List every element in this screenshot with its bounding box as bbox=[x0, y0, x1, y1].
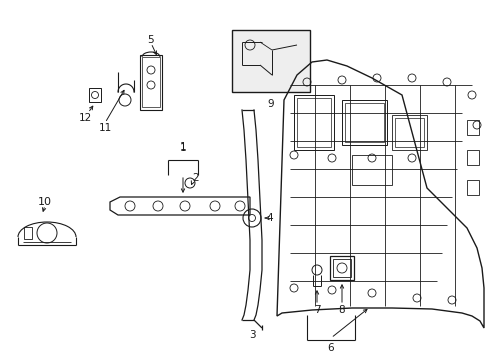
Text: 1: 1 bbox=[179, 142, 186, 152]
Bar bbox=[140, 55, 162, 110]
Bar bbox=[466, 120, 478, 135]
Bar bbox=[142, 57, 160, 107]
Text: 10: 10 bbox=[38, 197, 52, 207]
Text: 6: 6 bbox=[327, 343, 334, 353]
Text: 3: 3 bbox=[248, 330, 255, 340]
Bar bbox=[466, 180, 478, 195]
Bar bbox=[296, 98, 330, 147]
Bar bbox=[466, 150, 478, 165]
Bar bbox=[341, 100, 386, 145]
Bar bbox=[391, 115, 426, 150]
Bar bbox=[351, 155, 391, 185]
Text: 9: 9 bbox=[267, 99, 274, 109]
Text: 11: 11 bbox=[98, 123, 111, 133]
Bar bbox=[231, 30, 309, 92]
Bar bbox=[89, 88, 101, 102]
Bar bbox=[345, 103, 383, 142]
Text: 12: 12 bbox=[78, 113, 91, 123]
Text: 8: 8 bbox=[338, 305, 345, 315]
Text: 5: 5 bbox=[147, 35, 154, 45]
Text: 7: 7 bbox=[313, 305, 320, 315]
Bar bbox=[332, 259, 350, 277]
Bar bbox=[329, 256, 353, 280]
Bar bbox=[394, 118, 423, 147]
Bar bbox=[293, 95, 333, 150]
Text: 2: 2 bbox=[192, 173, 199, 183]
Text: 4: 4 bbox=[266, 213, 273, 223]
Bar bbox=[24, 227, 32, 239]
Text: 1: 1 bbox=[179, 143, 186, 153]
